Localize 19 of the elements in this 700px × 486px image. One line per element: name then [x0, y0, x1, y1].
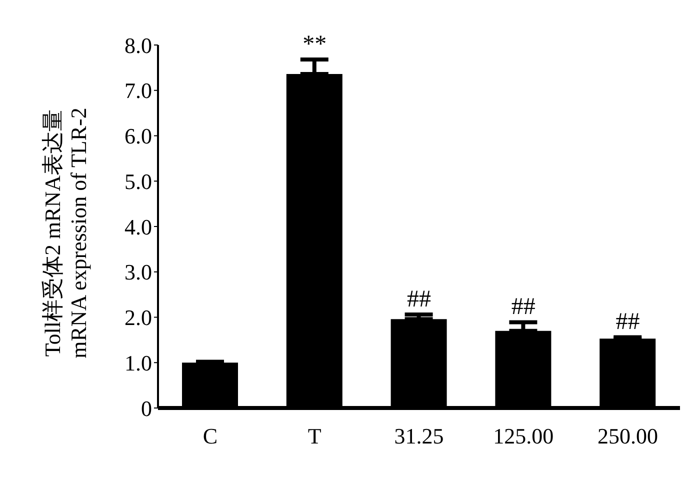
- y-tick-label: 4.0: [124, 214, 152, 240]
- y-tick-label: 5.0: [124, 168, 152, 194]
- y-axis-title: Toll样受体2 mRNA表达量 mRNA expression of TLR-2: [40, 108, 92, 358]
- annotation: **: [302, 32, 327, 58]
- y-tick-label: 2.0: [124, 305, 152, 330]
- x-tick-label: 125.00: [493, 424, 554, 449]
- annotation: ##: [616, 309, 640, 336]
- x-tick-label: C: [202, 424, 218, 449]
- y-tick-label: 3.0: [124, 260, 152, 285]
- y-tick-label: 8.0: [124, 32, 152, 58]
- y-tick-label: 0: [141, 396, 152, 421]
- x-tick-label: 250.00: [598, 424, 658, 449]
- x-tick-label: 31.25: [394, 424, 444, 449]
- y-tick-label: 7.0: [124, 78, 152, 104]
- y-tick-label: 6.0: [124, 124, 152, 149]
- annotation: ##: [511, 294, 536, 320]
- x-tick-label: T: [308, 424, 322, 449]
- y-tick-label: 1.0: [124, 350, 152, 376]
- annotation: ##: [407, 286, 431, 313]
